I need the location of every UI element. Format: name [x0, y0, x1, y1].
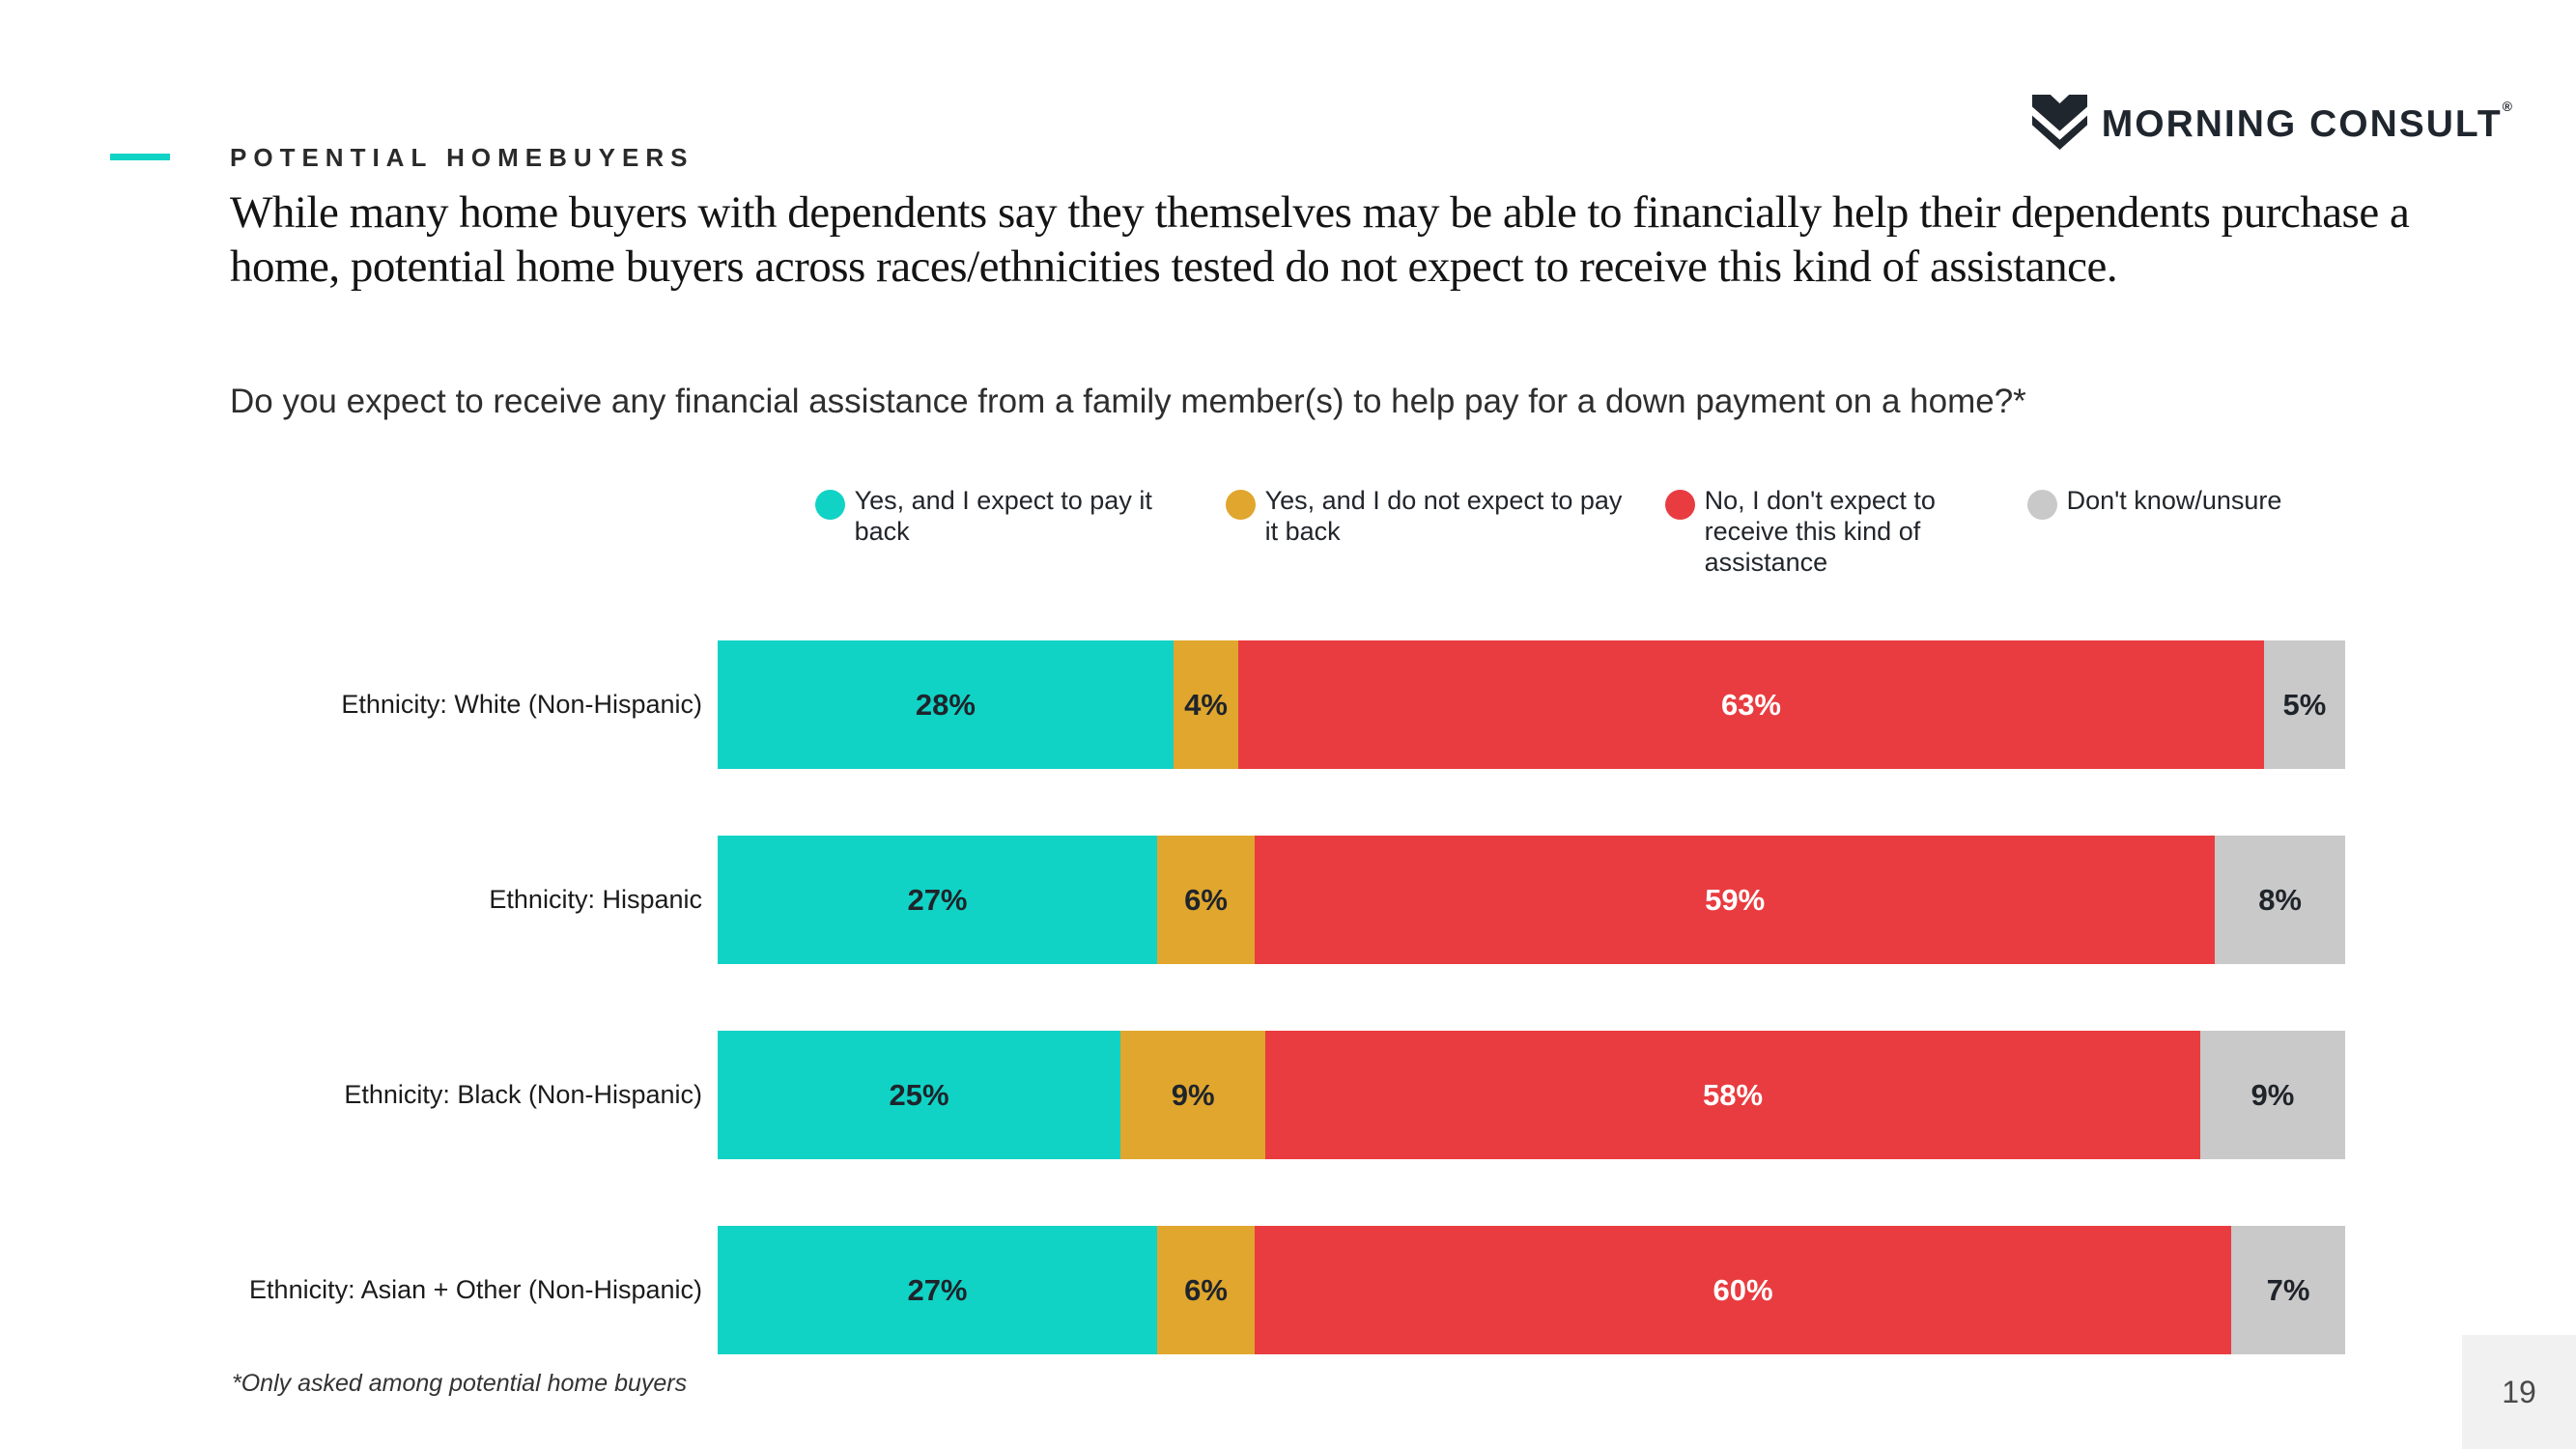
registered-mark: ®: [2502, 99, 2514, 114]
eyebrow-dash: [110, 154, 170, 160]
morning-consult-logo: MORNING CONSULT®: [2031, 95, 2514, 150]
legend-item-0: Yes, and I expect to pay it back: [814, 485, 1193, 578]
stacked-bar: 25% 9% 58% 9%: [718, 1031, 2346, 1159]
legend-label: Yes, and I expect to pay it back: [854, 486, 1152, 546]
chart-row: Ethnicity: White (Non-Hispanic) 28% 4% 63% 5…: [0, 640, 2345, 769]
bar-segment-0: 27%: [718, 1226, 1157, 1354]
legend-dot-icon: [814, 490, 845, 520]
footnote: *Only asked among potential home buyers: [232, 1370, 688, 1397]
category-label: Ethnicity: Black (Non-Hispanic): [344, 1080, 702, 1109]
page-number-box: 19: [2462, 1335, 2576, 1449]
legend-label: No, I don't expect to receive this kind …: [1704, 486, 1936, 577]
legend-label: Yes, and I do not expect to pay it back: [1264, 486, 1623, 546]
chart-row: Ethnicity: Black (Non-Hispanic) 25% 9% 58% 9…: [0, 1031, 2346, 1159]
page-title: While many home buyers with dependents s…: [230, 187, 2410, 292]
stacked-bar: 27% 6% 60% 7%: [718, 1226, 2345, 1354]
bar-segment-1: 4%: [1173, 640, 1239, 769]
stacked-bar: 28% 4% 63% 5%: [718, 640, 2345, 769]
bar-segment-1: 9%: [1120, 1031, 1266, 1159]
eyebrow-label: POTENTIAL HOMEBUYERS: [230, 143, 694, 172]
bar-segment-1: 6%: [1156, 1226, 1256, 1354]
legend-item-3: Don't know/unsure: [2026, 485, 2282, 578]
legend-dot-icon: [1225, 490, 1256, 520]
bar-segment-1: 6%: [1156, 836, 1256, 964]
legend-dot-icon: [2026, 490, 2057, 520]
bar-segment-3: 7%: [2231, 1226, 2345, 1354]
bar-segment-2: 60%: [1255, 1226, 2232, 1354]
legend-label: Don't know/unsure: [2066, 486, 2282, 515]
bar-segment-3: 5%: [2263, 640, 2345, 769]
legend-item-2: No, I don't expect to receive this kind …: [1664, 485, 1995, 578]
survey-question: Do you expect to receive any financial a…: [230, 383, 2026, 420]
bar-segment-2: 58%: [1265, 1031, 2200, 1159]
chart-row: Ethnicity: Hispanic 27% 6% 59% 8%: [0, 836, 2345, 964]
morning-consult-logo-icon: [2031, 95, 2087, 150]
bar-segment-3: 9%: [2199, 1031, 2346, 1159]
bar-segment-0: 27%: [718, 836, 1157, 964]
bar-segment-0: 28%: [718, 640, 1174, 769]
category-label: Ethnicity: Hispanic: [489, 885, 702, 914]
legend-item-1: Yes, and I do not expect to pay it back: [1225, 485, 1632, 578]
stacked-bar-chart: Ethnicity: White (Non-Hispanic) 28% 4% 63% 5…: [0, 640, 2346, 1421]
chart-row: Ethnicity: Asian + Other (Non-Hispanic) 2…: [0, 1226, 2345, 1354]
bar-segment-2: 59%: [1255, 836, 2216, 964]
bar-segment-2: 63%: [1238, 640, 2264, 769]
category-label: Ethnicity: White (Non-Hispanic): [341, 690, 702, 719]
chart-legend: Yes, and I expect to pay it back Yes, and…: [718, 485, 2379, 578]
bar-segment-3: 8%: [2215, 836, 2345, 964]
stacked-bar: 27% 6% 59% 8%: [718, 836, 2345, 964]
page-number: 19: [2502, 1374, 2536, 1409]
bar-segment-0: 25%: [718, 1031, 1121, 1159]
logo-text: MORNING CONSULT®: [2101, 99, 2514, 145]
legend-dot-icon: [1664, 490, 1695, 520]
category-label: Ethnicity: Asian + Other (Non-Hispanic): [249, 1275, 702, 1304]
